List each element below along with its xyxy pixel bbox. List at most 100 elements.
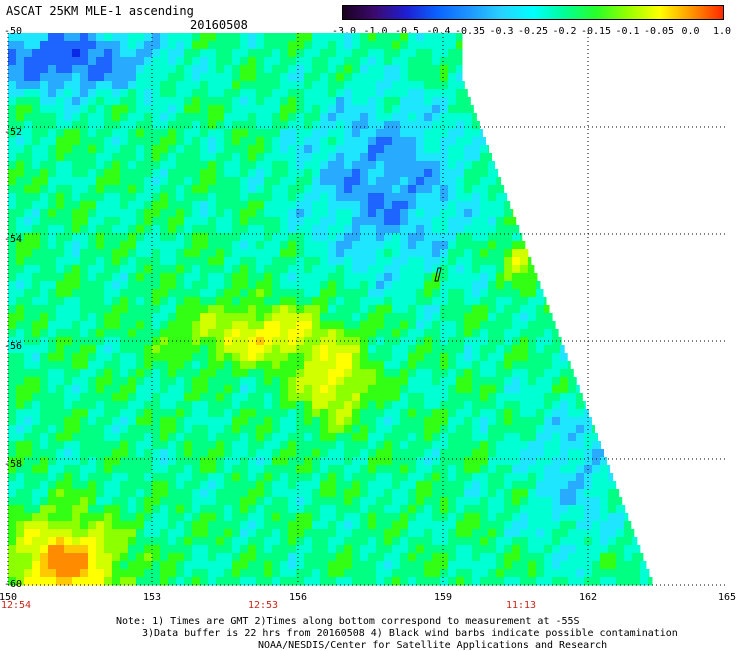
swath-cell [176, 97, 185, 106]
swath-cell [64, 105, 73, 114]
swath-cell [288, 401, 297, 410]
swath-cell [8, 161, 17, 170]
swath-cell [184, 249, 193, 258]
swath-cell [248, 433, 257, 442]
swath-cell [32, 233, 41, 242]
swath-cell [360, 153, 369, 162]
swath-cell [520, 409, 529, 418]
swath-cell [96, 57, 105, 66]
swath-cell [424, 393, 433, 402]
swath-cell [80, 249, 89, 258]
swath-cell [136, 241, 145, 250]
swath-cell [240, 81, 249, 90]
swath-cell [360, 313, 369, 322]
swath-cell [432, 473, 441, 482]
swath-cell [248, 273, 257, 282]
swath-cell [432, 281, 441, 290]
swath-cell [256, 297, 265, 306]
swath-cell [16, 553, 25, 562]
swath-cell [40, 81, 49, 90]
swath-cell [328, 545, 337, 554]
swath-cell [368, 273, 377, 282]
swath-cell [8, 561, 17, 570]
swath-cell [560, 473, 569, 482]
swath-cell [360, 41, 369, 50]
swath-cell [256, 449, 265, 458]
swath-cell [464, 129, 473, 138]
swath-cell [432, 577, 441, 586]
swath-cell [96, 273, 105, 282]
swath-cell [232, 249, 241, 258]
swath-cell [128, 145, 137, 154]
swath-cell [504, 289, 513, 298]
swath-cell [240, 57, 249, 66]
swath-cell [72, 577, 81, 586]
swath-cell [272, 425, 281, 434]
swath-cell [304, 409, 313, 418]
swath-cell [328, 153, 337, 162]
swath-cell [200, 33, 209, 42]
swath-cell [8, 401, 17, 410]
swath-cell [600, 553, 609, 562]
swath-cell [304, 505, 313, 514]
swath-cell [176, 201, 185, 210]
swath-cell [416, 65, 425, 74]
swath-cell [648, 577, 653, 586]
swath-cell [424, 145, 433, 154]
swath-cell [64, 113, 73, 122]
swath-cell [96, 313, 105, 322]
swath-cell [456, 569, 465, 578]
swath-cell [136, 289, 145, 298]
swath-cell [88, 369, 97, 378]
swath-cell [496, 465, 505, 474]
swath-cell [136, 169, 145, 178]
swath-cell [464, 345, 473, 354]
swath-cell [112, 401, 121, 410]
swath-cell [56, 81, 65, 90]
swath-cell [160, 449, 169, 458]
swath-cell [384, 545, 393, 554]
swath-cell [512, 561, 521, 570]
swath-cell [360, 33, 369, 42]
swath-cell [160, 529, 169, 538]
swath-cell [440, 161, 449, 170]
swath-cell [408, 465, 417, 474]
swath-cell [40, 417, 49, 426]
swath-cell [80, 41, 89, 50]
swath-cell [280, 289, 289, 298]
swath-cell [216, 377, 225, 386]
swath-cell [504, 233, 513, 242]
swath-cell [312, 497, 321, 506]
swath-cell [232, 57, 241, 66]
swath-cell [8, 241, 17, 250]
swath-cell [240, 113, 249, 122]
swath-cell [392, 89, 401, 98]
swath-cell [424, 233, 433, 242]
swath-cell [312, 201, 321, 210]
colorbar [342, 5, 724, 20]
swath-cell [424, 89, 433, 98]
swath-cell [408, 289, 417, 298]
swath-cell [472, 161, 481, 170]
swath-cell [408, 537, 417, 546]
swath-cell [16, 41, 25, 50]
swath-cell [208, 65, 217, 74]
swath-cell [280, 409, 289, 418]
swath-cell [280, 273, 289, 282]
swath-cell [128, 217, 137, 226]
swath-cell [32, 473, 41, 482]
swath-cell [416, 169, 425, 178]
swath-cell [136, 537, 145, 546]
swath-cell [32, 105, 41, 114]
swath-cell [336, 433, 345, 442]
swath-cell [280, 425, 289, 434]
swath-cell [520, 281, 529, 290]
swath-cell [344, 161, 353, 170]
swath-cell [80, 273, 89, 282]
swath-cell [304, 289, 313, 298]
swath-cell [192, 153, 201, 162]
swath-cell [64, 441, 73, 450]
swath-cell [248, 393, 257, 402]
swath-cell [360, 473, 369, 482]
swath-cell [80, 313, 89, 322]
